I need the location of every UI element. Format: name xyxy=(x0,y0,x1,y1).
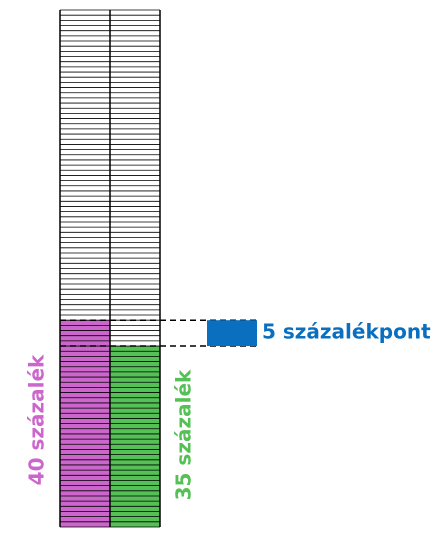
value-label: 35 százalék xyxy=(172,369,196,500)
difference-marker xyxy=(207,320,257,347)
filled-segment xyxy=(110,346,160,527)
difference-label: 5 százalékpont xyxy=(262,320,431,344)
value-label: 40 százalék xyxy=(25,354,49,485)
